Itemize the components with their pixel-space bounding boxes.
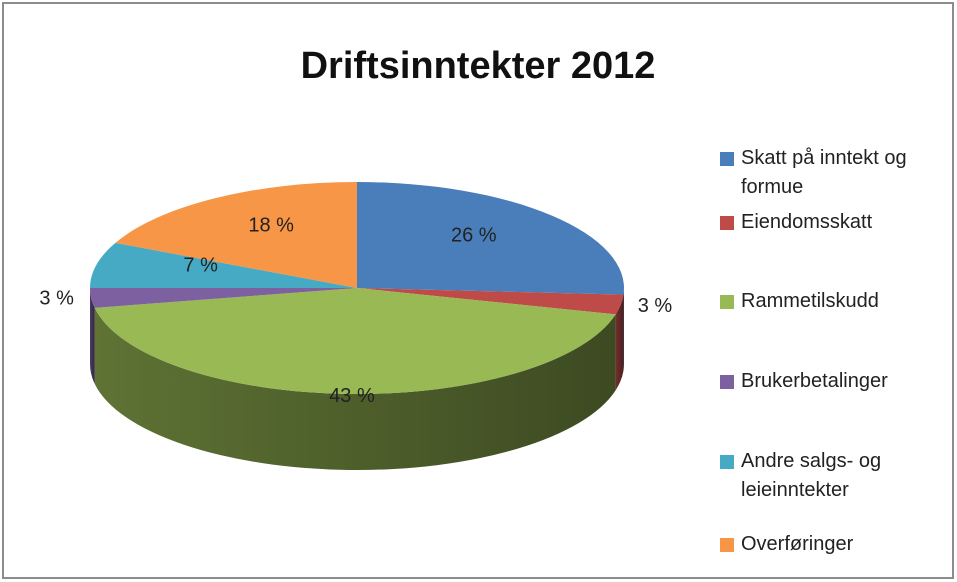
- chart-title: Driftsinntekter 2012: [301, 45, 656, 87]
- legend-item: Rammetilskudd: [720, 287, 950, 316]
- legend-swatch: [720, 538, 734, 552]
- data-label: 18 %: [248, 215, 294, 237]
- legend-item: Eiendomsskatt: [720, 208, 950, 237]
- legend-label: Rammetilskudd: [741, 290, 879, 312]
- pie-slice: [115, 182, 357, 288]
- legend-swatch: [720, 375, 734, 389]
- data-label: 3 %: [638, 295, 673, 317]
- data-label: 3 %: [39, 288, 74, 310]
- data-labels: 26 % 3 % 43 % 3 % 7 % 18 %: [39, 215, 672, 407]
- pie-slice-side: [623, 288, 624, 371]
- data-label: 43 %: [329, 385, 375, 407]
- legend-swatch: [720, 455, 734, 469]
- legend-label: Overføringer: [741, 533, 854, 555]
- pie-slice: [357, 182, 624, 295]
- pie-slice-side: [615, 294, 624, 391]
- legend-item: Skatt på inntekt og formue: [720, 144, 950, 202]
- pie-slice: [94, 288, 616, 395]
- legend-swatch: [720, 216, 734, 230]
- pie-slice-side: [90, 288, 95, 384]
- pie-tops: [90, 182, 624, 395]
- legend-swatch: [720, 152, 734, 166]
- pie-slice: [90, 288, 357, 308]
- pie-slice: [90, 242, 357, 288]
- legend-label: Brukerbetalinger: [741, 370, 888, 392]
- pie-sides: [90, 288, 624, 471]
- legend-label: Skatt på inntekt og formue: [741, 147, 907, 198]
- legend-item: Brukerbetalinger: [720, 367, 950, 396]
- pie-slice: [357, 288, 624, 315]
- legend-label: Eiendomsskatt: [741, 211, 873, 233]
- data-label: 7 %: [183, 254, 218, 276]
- legend-swatch: [720, 295, 734, 309]
- legend-item: Andre salgs- og leieinntekter: [720, 447, 950, 505]
- legend-label: Andre salgs- og leieinntekter: [741, 450, 882, 501]
- legend-item: Overføringer: [720, 530, 950, 559]
- data-label: 26 %: [451, 225, 497, 247]
- pie-slice-side: [94, 307, 616, 471]
